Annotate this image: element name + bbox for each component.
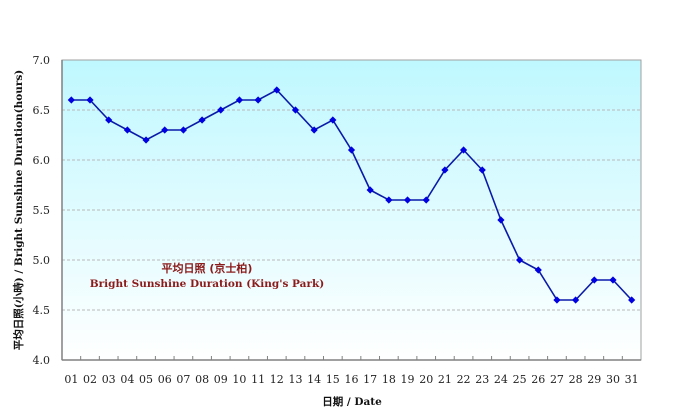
x-tick-label: 31	[625, 373, 639, 386]
data-point-diamond	[553, 296, 561, 304]
y-axis-ticks: 4.0 4.5 5.0 5.5 6.0 6.5 7.0	[33, 54, 51, 367]
x-tick-label: 20	[419, 373, 433, 386]
y-tick-label: 5.0	[33, 254, 51, 267]
x-tick-label: 29	[587, 373, 601, 386]
x-tick-label: 03	[102, 373, 116, 386]
y-tick-label: 7.0	[33, 54, 51, 67]
data-point-diamond	[515, 256, 524, 264]
x-tick-label: 23	[475, 373, 489, 386]
data-point-diamond	[572, 296, 580, 304]
data-point-diamond	[441, 166, 449, 174]
data-point-diamond	[198, 116, 206, 124]
x-tick-label: 17	[363, 373, 377, 386]
data-point-diamond	[329, 116, 337, 124]
x-tick-label: 01	[64, 373, 78, 386]
data-point-diamond	[366, 186, 374, 194]
x-tick-label: 15	[326, 373, 340, 386]
data-point-diamond	[459, 146, 468, 154]
data-point-diamond	[478, 166, 486, 174]
x-tick-label: 26	[531, 373, 545, 386]
x-tick-label: 13	[288, 373, 302, 386]
x-tick-label: 10	[232, 373, 246, 386]
data-point-diamond	[310, 126, 318, 134]
data-series	[67, 86, 636, 304]
x-tick-label: 02	[83, 373, 97, 386]
data-point-diamond	[273, 86, 281, 94]
x-tick-label: 30	[606, 373, 620, 386]
data-point-diamond	[179, 126, 188, 134]
gridlines	[62, 109, 641, 311]
data-point-diamond	[67, 96, 75, 104]
x-tick-label: 28	[569, 373, 583, 386]
x-tick-label: 06	[158, 373, 172, 386]
x-tick-label: 05	[139, 373, 153, 386]
x-tick-label: 11	[251, 373, 265, 386]
x-tick-label: 12	[270, 373, 284, 386]
data-point-diamond	[628, 296, 636, 304]
y-tick-label: 6.5	[33, 104, 51, 117]
data-point-diamond	[609, 276, 617, 284]
x-tick-label: 25	[513, 373, 527, 386]
x-tick-label: 07	[176, 373, 190, 386]
y-axis-title: 平均日照(小時) / Bright Sunshine Duration(hour…	[12, 70, 25, 351]
data-point-diamond	[105, 116, 113, 124]
data-point-diamond	[142, 136, 150, 144]
data-point-diamond	[217, 106, 225, 114]
x-tick-label: 09	[214, 373, 228, 386]
y-tick-label: 5.5	[33, 204, 51, 217]
x-tick-label: 22	[457, 373, 471, 386]
x-tick-label: 19	[401, 373, 415, 386]
data-point-diamond	[534, 266, 542, 274]
data-point-diamond	[497, 216, 505, 224]
x-tick-label: 16	[345, 373, 359, 386]
data-point-diamond	[254, 96, 262, 104]
x-axis-ticks: 01 02 03 04 05 06 07 08 09 10 11 12 13 14 15 16 17 18 19 20…	[61, 60, 641, 386]
x-tick-label: 24	[494, 373, 508, 386]
data-point-diamond	[422, 196, 430, 204]
y-tick-label: 6.0	[33, 154, 51, 167]
data-point-diamond	[235, 96, 244, 104]
x-tick-label: 18	[382, 373, 396, 386]
y-tick-label: 4.0	[33, 354, 51, 367]
x-tick-label: 27	[550, 373, 564, 386]
data-point-diamond	[161, 126, 169, 134]
x-tick-label: 14	[307, 373, 321, 386]
data-point-diamond	[123, 126, 131, 134]
x-axis-title: 日期 / Date	[322, 395, 382, 408]
data-point-diamond	[347, 146, 356, 154]
annotation-chinese: 平均日照 (京士柏)	[162, 261, 253, 275]
data-point-diamond	[385, 196, 393, 204]
data-point-diamond	[590, 276, 598, 284]
data-point-diamond	[291, 106, 300, 114]
annotation-english: Bright Sunshine Duration (King's Park)	[90, 278, 324, 290]
x-tick-label: 21	[438, 373, 452, 386]
x-tick-label: 08	[195, 373, 209, 386]
data-point-diamond	[403, 196, 412, 204]
x-tick-label: 04	[120, 373, 134, 386]
data-point-diamond	[86, 96, 94, 104]
y-tick-label: 4.5	[33, 304, 51, 317]
